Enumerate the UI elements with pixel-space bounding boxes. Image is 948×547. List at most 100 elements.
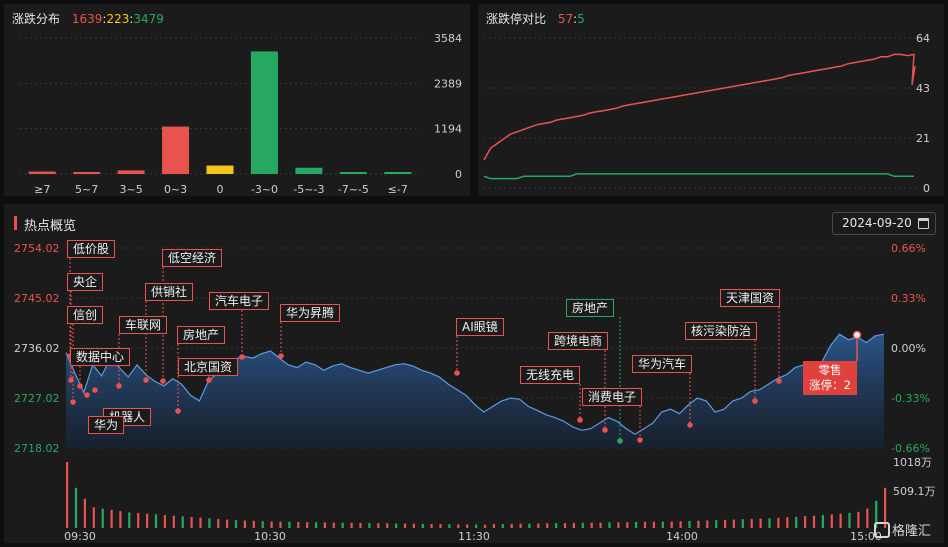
date-value: 2024-09-20 — [842, 216, 912, 230]
volume-bar — [581, 522, 584, 528]
popup-limit-up: 涨停：2 — [809, 378, 851, 392]
hotspot-tag[interactable]: 核污染防治 — [685, 322, 758, 340]
volume-bar — [243, 520, 246, 528]
time-tick: 09:30 — [64, 530, 96, 543]
volume-bar — [137, 513, 140, 528]
volume-bar — [110, 509, 113, 528]
hotspot-tag[interactable]: 跨境电商 — [548, 332, 609, 350]
volume-bar — [448, 524, 451, 528]
down-count: 3479 — [133, 12, 164, 26]
volume-bar — [750, 518, 753, 528]
dist-x-tick: 3~5 — [120, 183, 143, 196]
volume-bar — [546, 523, 549, 528]
price-tick: 2754.02 — [14, 242, 60, 255]
volume-bar — [643, 521, 647, 528]
dist-bar — [206, 165, 234, 174]
hotspot-tag[interactable]: 低价股 — [67, 240, 116, 258]
limit-up-count: 57 — [557, 12, 574, 26]
hotspot-tag[interactable]: 华为汽车 — [632, 355, 693, 373]
hotspot-tag[interactable]: 供销社 — [145, 283, 194, 301]
popup-sector: 零售 — [818, 363, 842, 377]
hotspot-tag[interactable]: 信创 — [67, 306, 104, 324]
hotspot-tag[interactable]: 房地产 — [566, 299, 615, 317]
limit-compare-panel — [478, 4, 944, 196]
tag-point — [239, 354, 245, 360]
calendar-icon[interactable] — [918, 218, 929, 229]
volume-bar — [572, 522, 575, 528]
tag-point — [278, 353, 284, 359]
date-picker[interactable]: 2024-09-20 — [832, 212, 936, 235]
volume-bar — [795, 516, 798, 528]
dist-y-tick: 3584 — [434, 32, 462, 45]
volume-bar — [217, 518, 220, 528]
hotspot-tag[interactable]: 华为昇腾 — [280, 304, 341, 322]
time-tick: 14:00 — [666, 530, 698, 543]
dist-bar — [73, 172, 101, 174]
volume-bar — [172, 515, 175, 528]
volume-bar — [812, 515, 816, 528]
hotspot-tag[interactable]: AI眼镜 — [456, 318, 504, 336]
hotspot-title: 热点概览 — [24, 219, 77, 234]
pct-tick: 0.33% — [891, 292, 926, 305]
limit-series-line — [483, 53, 916, 161]
volume-bar — [768, 518, 771, 528]
volume-bar — [412, 523, 415, 528]
hotspot-tag[interactable]: 央企 — [67, 273, 104, 291]
volume-bar — [475, 524, 478, 528]
volume-bar — [884, 487, 887, 528]
hotspot-tag[interactable]: 房地产 — [177, 326, 226, 344]
volume-bar — [626, 522, 629, 528]
tag-point — [92, 387, 98, 393]
volume-bar — [599, 522, 602, 528]
dist-x-tick: -3~0 — [251, 183, 278, 196]
volume-bar — [270, 521, 273, 528]
volume-bar — [848, 512, 851, 528]
volume-bar — [697, 520, 700, 528]
volume-bar — [74, 487, 78, 528]
flat-count: 223 — [106, 12, 130, 26]
hotspot-tag[interactable]: 华为 — [88, 416, 125, 434]
volume-bar — [181, 516, 184, 528]
volume-bar — [741, 519, 744, 528]
pct-tick: 0.00% — [891, 342, 926, 355]
volume-bar — [261, 521, 264, 528]
vol-tick: 1018万 — [893, 456, 932, 469]
volume-bar — [670, 521, 673, 528]
price-tick: 2736.02 — [14, 342, 60, 355]
volume-bar — [661, 521, 664, 528]
dist-y-tick: 0 — [455, 168, 462, 181]
hotspot-tag[interactable]: 低空经济 — [162, 249, 223, 267]
price-tick: 2718.02 — [14, 442, 60, 455]
logo-icon — [874, 522, 890, 538]
hotspot-tag[interactable]: 消费电子 — [582, 388, 643, 406]
sep-1: : — [102, 12, 107, 26]
volume-bar — [759, 518, 762, 528]
tag-point — [77, 383, 83, 389]
volume-bar — [875, 500, 878, 528]
hotspot-tag[interactable]: 无线充电 — [520, 366, 581, 384]
volume-bar — [786, 517, 789, 528]
volume-bar — [652, 521, 655, 528]
distribution-title: 涨跌分布 — [12, 12, 61, 26]
price-tick: 2727.02 — [14, 392, 60, 405]
index-area-fill — [66, 334, 884, 448]
tag-point — [687, 422, 693, 428]
tag-point — [617, 438, 623, 444]
volume-bar — [804, 516, 807, 528]
limit-compare-title-row: 涨跌停对比 57:5 — [486, 10, 585, 27]
volume-bar — [101, 508, 104, 528]
hotspot-tag[interactable]: 汽车电子 — [209, 292, 270, 310]
price-tick: 2745.02 — [14, 292, 60, 305]
hotspot-tag[interactable]: 北京国资 — [178, 358, 239, 376]
volume-bar — [154, 514, 158, 528]
volume-bar — [715, 520, 718, 528]
hotspot-tag[interactable]: 车联网 — [119, 316, 168, 334]
volume-bar — [252, 520, 255, 528]
volume-bar — [839, 513, 842, 528]
limit-down-count: 5 — [577, 12, 585, 26]
volume-bar — [492, 524, 495, 528]
popup-point — [852, 330, 862, 340]
hotspot-tag[interactable]: 数据中心 — [70, 348, 131, 366]
hotspot-tag[interactable]: 天津国资 — [720, 289, 781, 307]
volume-bar — [635, 522, 638, 528]
